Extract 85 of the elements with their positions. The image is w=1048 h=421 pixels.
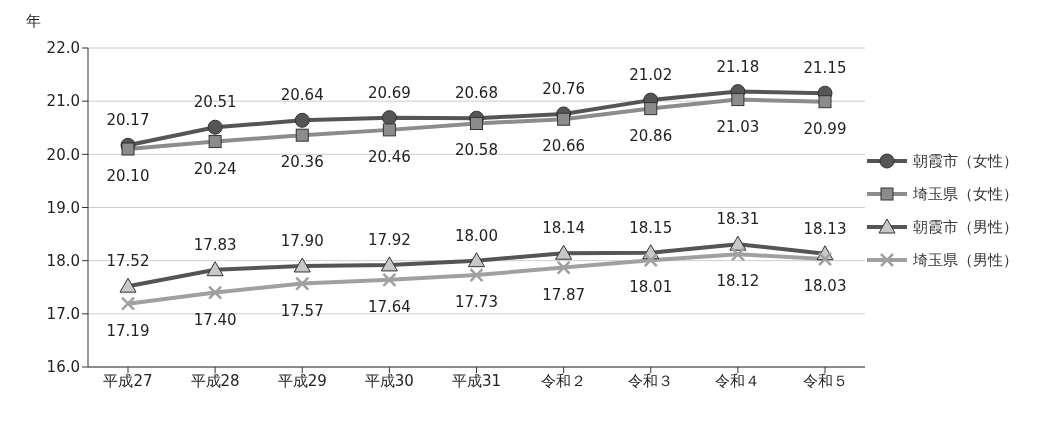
x-tick-label: 平成29 xyxy=(277,371,327,390)
data-label: 20.36 xyxy=(280,153,324,172)
legend-label: 埼玉県（男性） xyxy=(913,250,1018,270)
data-label: 21.03 xyxy=(716,117,760,136)
point xyxy=(207,119,223,135)
point xyxy=(293,257,311,273)
point xyxy=(470,117,483,130)
x-tick-label: 令和５ xyxy=(802,371,848,390)
data-label: 21.18 xyxy=(716,57,760,76)
point xyxy=(468,252,485,268)
point xyxy=(294,112,310,128)
data-label: 20.24 xyxy=(193,159,237,178)
data-label: 20.76 xyxy=(542,79,586,98)
data-label: 20.99 xyxy=(803,119,847,138)
y-tick-label: 19.0 xyxy=(46,198,80,217)
point xyxy=(382,123,396,137)
data-label: 20.17 xyxy=(106,111,150,130)
y-tick-label: 22.0 xyxy=(46,39,80,58)
x-tick-label: 令和２ xyxy=(541,371,587,390)
y-tick-label: 17.0 xyxy=(46,305,80,324)
data-label: 18.15 xyxy=(629,218,673,237)
data-label: 17.40 xyxy=(193,310,237,329)
point xyxy=(380,256,398,272)
data-label: 18.01 xyxy=(629,278,673,297)
point xyxy=(644,102,658,116)
x-tick-label: 平成31 xyxy=(451,371,502,390)
point xyxy=(555,244,573,260)
data-label: 18.12 xyxy=(716,272,760,291)
point xyxy=(817,251,833,267)
x-tick-label: 平成30 xyxy=(364,371,414,390)
y-tick-label: 21.0 xyxy=(46,92,80,111)
point xyxy=(295,276,310,291)
data-label: 18.31 xyxy=(716,210,760,229)
point xyxy=(469,267,484,283)
data-label: 17.64 xyxy=(367,297,411,316)
data-label: 17.83 xyxy=(193,235,237,254)
point xyxy=(643,252,658,268)
data-label: 17.92 xyxy=(367,230,411,249)
data-label: 17.73 xyxy=(455,293,498,312)
data-label: 18.03 xyxy=(803,277,847,296)
point xyxy=(381,110,397,126)
point xyxy=(120,296,136,311)
y-tick-label: 20.0 xyxy=(46,145,80,164)
y-axis-title: 年 xyxy=(25,12,41,30)
x-tick-label: 平成27 xyxy=(103,371,153,390)
data-label: 17.90 xyxy=(280,231,324,250)
point xyxy=(295,128,309,142)
data-label: 17.19 xyxy=(106,321,150,340)
data-label: 20.51 xyxy=(193,93,237,112)
data-label: 20.10 xyxy=(106,167,150,186)
x-tick-label: 令和４ xyxy=(715,371,761,390)
point xyxy=(208,135,222,149)
point xyxy=(382,272,397,288)
y-tick-label: 16.0 xyxy=(46,358,80,377)
data-label: 20.86 xyxy=(629,126,673,145)
point xyxy=(818,95,832,109)
data-label: 18.13 xyxy=(803,219,847,238)
data-label: 20.58 xyxy=(455,141,498,160)
y-tick-label: 18.0 xyxy=(46,251,80,270)
point xyxy=(729,235,747,251)
data-label: 20.46 xyxy=(367,147,411,166)
legend-label: 朝霞市（女性） xyxy=(913,151,1018,171)
point xyxy=(557,112,571,126)
data-label: 21.02 xyxy=(629,66,673,85)
legend-label: 朝霞市（男性） xyxy=(913,217,1018,237)
data-label: 17.57 xyxy=(280,301,324,320)
data-label: 17.52 xyxy=(106,252,150,271)
data-label: 18.00 xyxy=(455,226,498,245)
data-label: 17.87 xyxy=(542,285,586,304)
data-label: 20.68 xyxy=(455,84,498,103)
data-label: 20.64 xyxy=(280,86,324,105)
data-label: 20.66 xyxy=(542,137,586,156)
data-label: 21.15 xyxy=(803,59,847,78)
data-label: 18.14 xyxy=(542,219,586,238)
x-tick-label: 平成28 xyxy=(190,371,240,390)
point xyxy=(731,93,745,107)
point xyxy=(119,277,137,293)
x-tick-label: 令和３ xyxy=(628,371,674,390)
legend-label: 埼玉県（女性） xyxy=(913,184,1018,204)
data-label: 20.69 xyxy=(367,83,411,102)
point xyxy=(121,142,135,156)
point xyxy=(730,247,746,262)
point xyxy=(206,261,224,277)
point xyxy=(207,285,223,300)
point xyxy=(556,260,571,275)
